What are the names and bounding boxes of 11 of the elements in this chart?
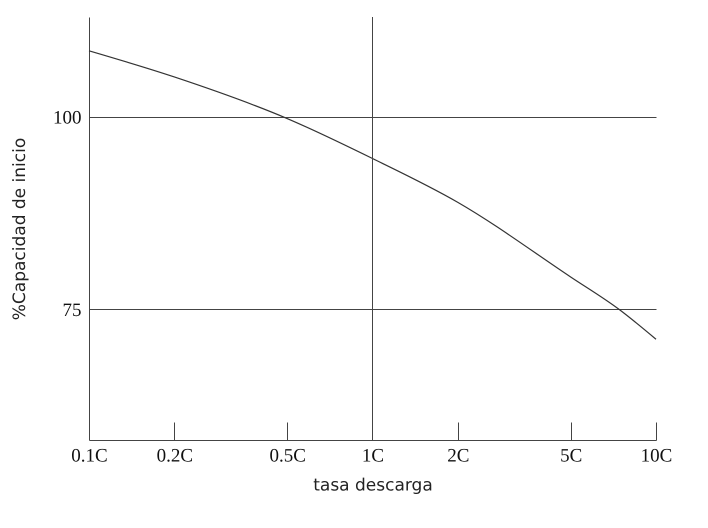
x-axis-title: tasa descarga <box>313 476 433 496</box>
x-tick-label: 0.5C <box>269 446 306 466</box>
y-tick-label: 100 <box>53 107 82 128</box>
x-tick-label: 0.2C <box>156 446 194 466</box>
x-tick-label: 10C <box>640 446 672 466</box>
x-tick-label: 2C <box>447 446 470 466</box>
x-tick-label: 5C <box>560 446 582 466</box>
x-tick-label: 0.1C <box>71 446 108 466</box>
y-axis-title: %Capacidad de inicio <box>10 138 30 320</box>
x-tick-label: 1C <box>362 446 384 466</box>
y-tick-label: 75 <box>62 300 82 321</box>
